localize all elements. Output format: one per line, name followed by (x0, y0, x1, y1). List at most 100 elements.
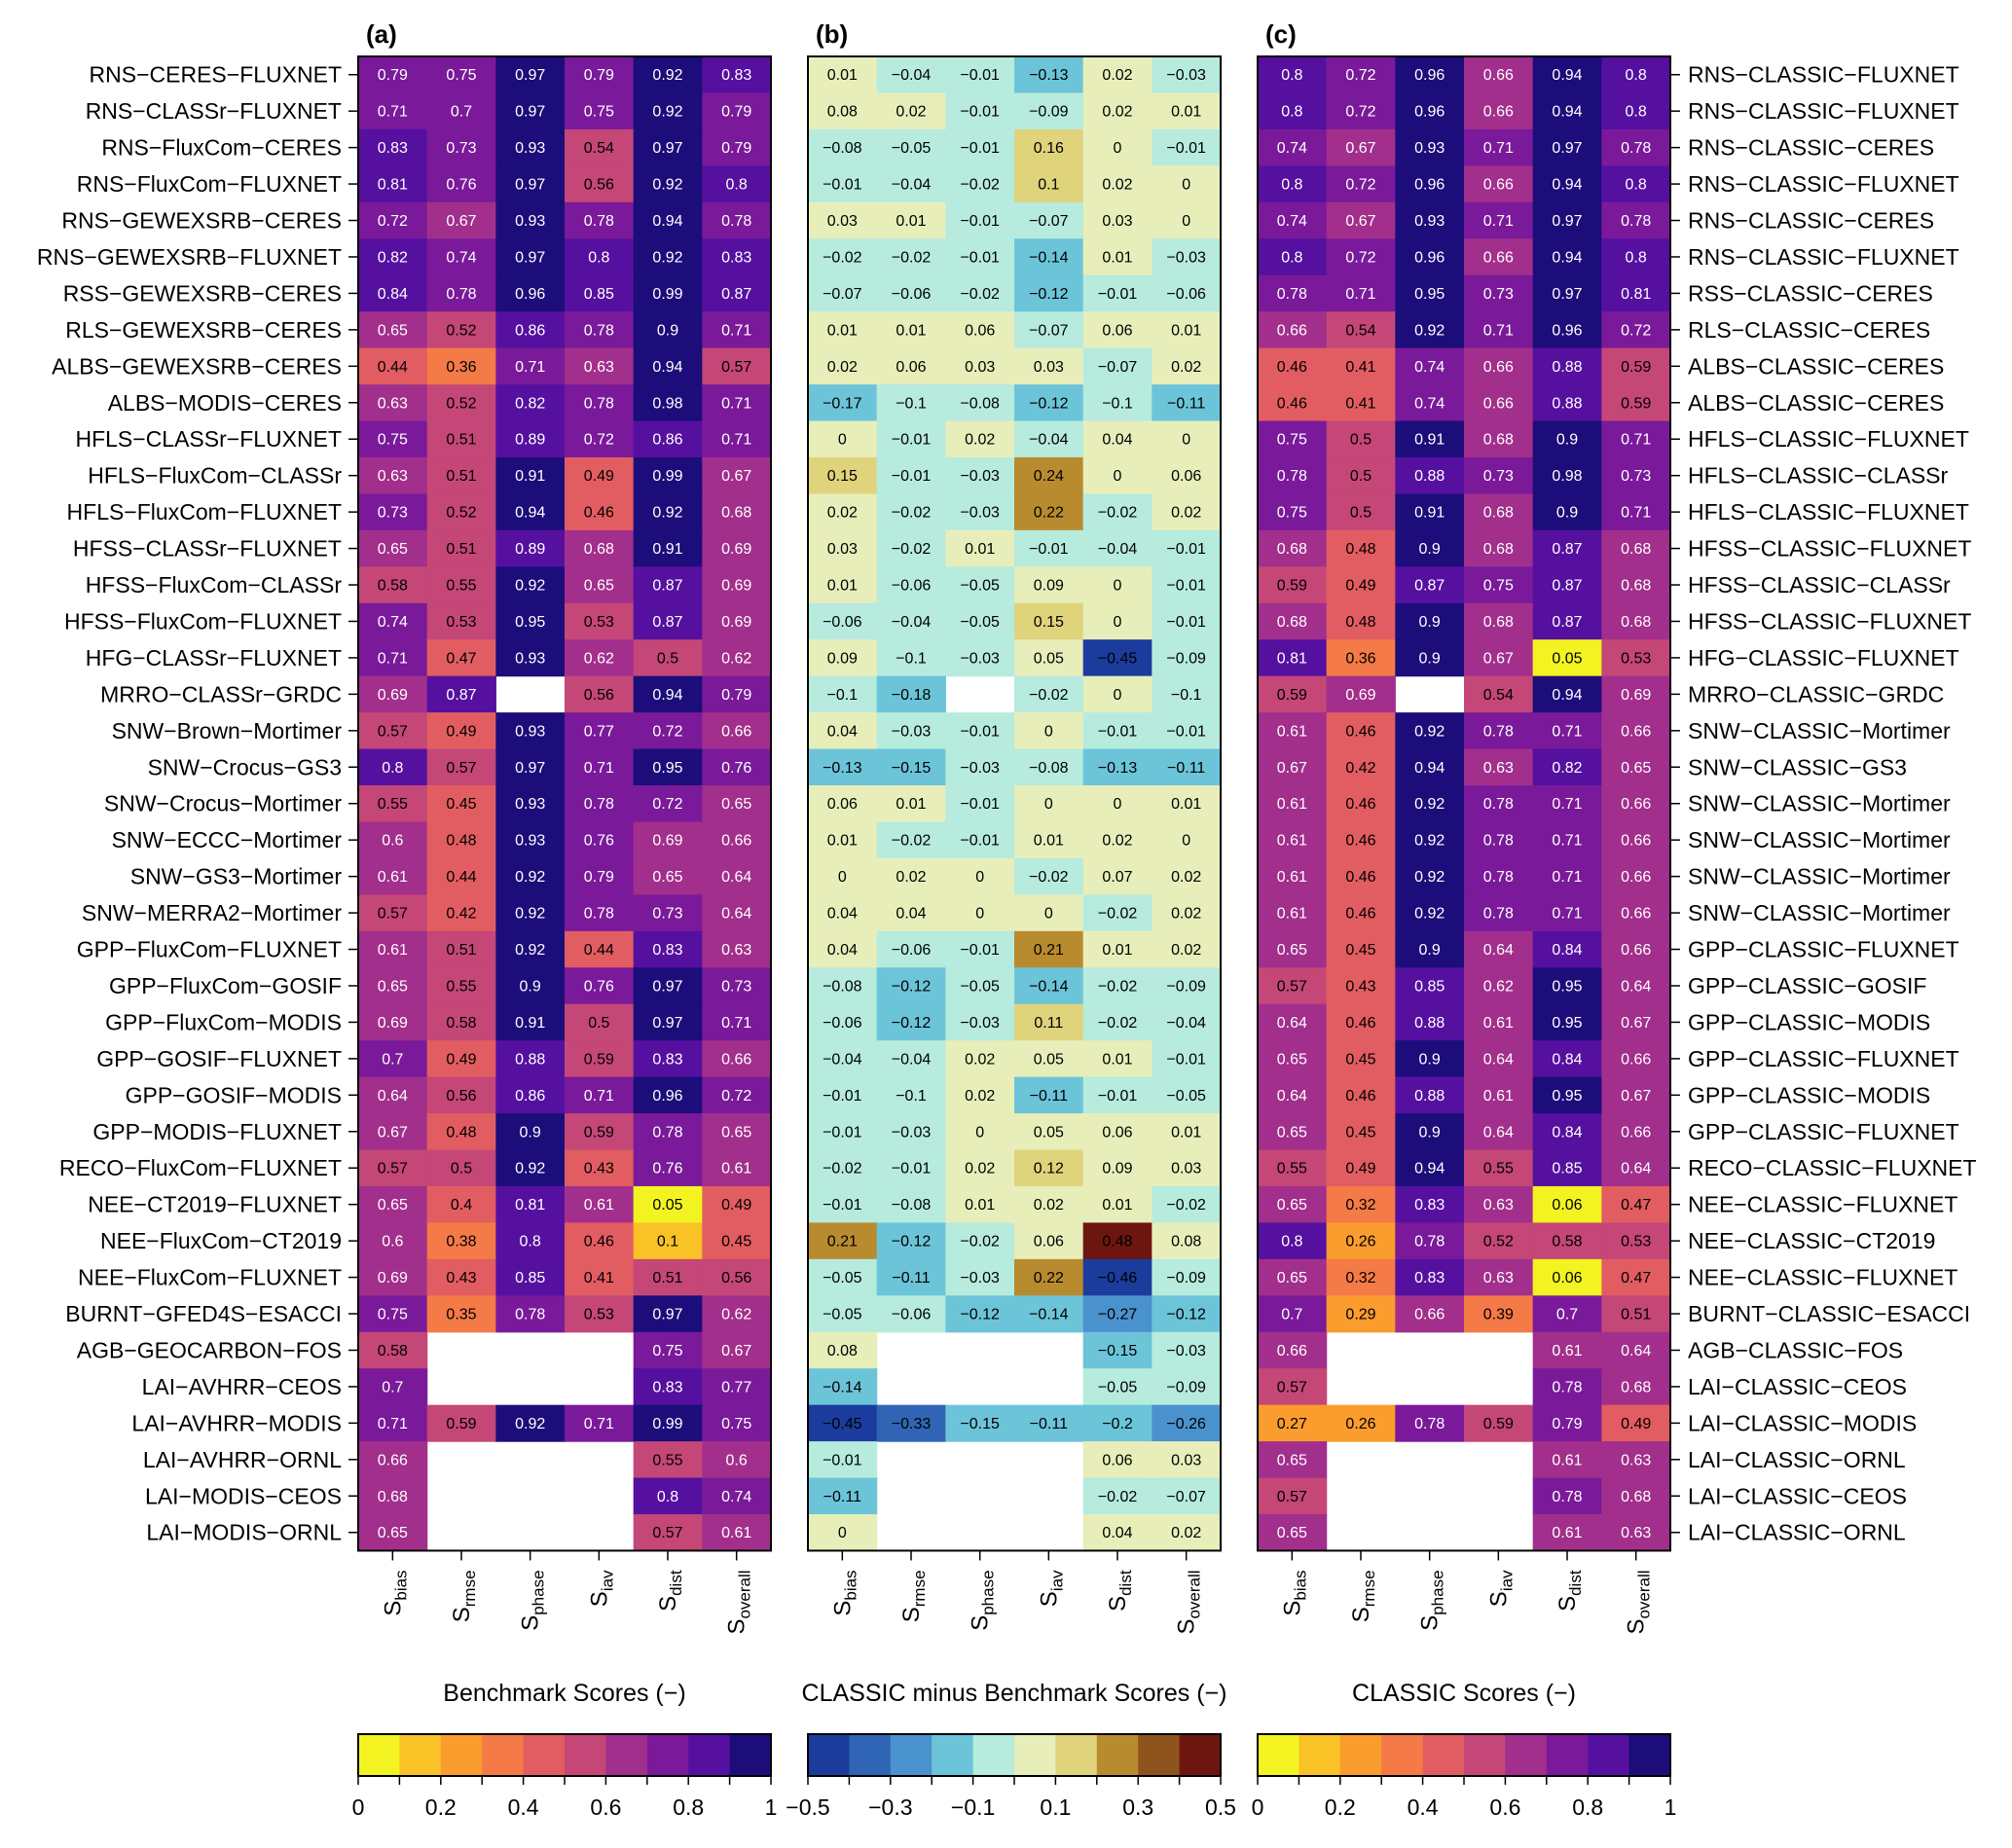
cell-value-label: 0.9 (1419, 942, 1441, 959)
colorbar-swatch (565, 1734, 606, 1776)
cell-value-label: 0.92 (652, 104, 682, 121)
cell-value-label: 0.79 (721, 687, 751, 704)
cell-value-label: −0.01 (892, 432, 932, 449)
cell-value-label: 0.11 (1034, 1015, 1063, 1032)
heatmap-cell (495, 1185, 566, 1223)
cell-value-label: −0.12 (1029, 395, 1069, 412)
cell-value-label: −0.01 (1166, 578, 1206, 595)
cell-value-label: −0.01 (1098, 723, 1138, 740)
heatmap-cell (1082, 1185, 1152, 1223)
cell-value-label: 0.06 (1102, 1452, 1132, 1468)
row-label: HFLS−FluxCom−FLUXNET (67, 499, 342, 525)
cell-value-label: 0.01 (827, 578, 858, 595)
heatmap-cell (565, 930, 635, 968)
heatmap-cell (495, 857, 566, 895)
heatmap-cell (808, 1295, 878, 1333)
column-label: Sdist (655, 1570, 685, 1612)
heatmap-cell (702, 201, 772, 239)
heatmap-cell (1326, 1404, 1396, 1442)
cell-value-label: 0.64 (1621, 978, 1651, 995)
cell-value-label: 0.9 (1556, 505, 1578, 522)
heatmap-cell (1532, 493, 1602, 531)
column-label: Sbias (829, 1570, 860, 1615)
heatmap-cell (702, 92, 772, 130)
heatmap-cell (1464, 857, 1534, 895)
cell-value-label: 0.16 (1034, 140, 1064, 157)
cell-value-label: 0.66 (1277, 1343, 1307, 1359)
colorbar-swatch (729, 1734, 772, 1776)
heatmap-cell (1258, 1113, 1328, 1151)
cell-value-label: 0.63 (1483, 1197, 1514, 1214)
heatmap-cell (702, 602, 772, 640)
cell-value-label: 0.45 (1345, 1124, 1375, 1141)
cell-value-label: −0.05 (892, 140, 932, 157)
row-label: RNS−CLASSIC−CERES (1688, 135, 1934, 161)
cell-value-label: 0 (1114, 687, 1122, 704)
column-label: Srmse (898, 1570, 929, 1622)
cell-value-label: 0.79 (721, 140, 751, 157)
cell-value-label: 0.65 (1621, 760, 1651, 777)
heatmap-cell (808, 56, 878, 94)
cell-value-label: 0.72 (1345, 67, 1375, 84)
heatmap-cell (1326, 967, 1396, 1005)
row-label: SNW−CLASSIC−GS3 (1688, 754, 1907, 779)
cell-value-label: 0.57 (446, 760, 476, 777)
colorbar-title: CLASSIC minus Benchmark Scores (−) (802, 1680, 1227, 1707)
heatmap-cell (565, 712, 635, 750)
cell-value-label: 0.9 (1419, 1124, 1441, 1141)
colorbar-tick-label: 0.6 (590, 1794, 621, 1820)
cell-value-label: 0.78 (1414, 1234, 1445, 1250)
cell-value-label: 0.08 (827, 1343, 858, 1359)
cell-value-label: −0.06 (823, 614, 862, 631)
heatmap-cell (495, 1076, 566, 1114)
cell-value-label: −0.06 (892, 286, 932, 303)
heatmap-cell (1258, 238, 1328, 276)
heatmap-cell (702, 1258, 772, 1296)
heatmap-cell (1464, 456, 1534, 494)
cell-value-label: 0.59 (1277, 687, 1307, 704)
colorbar-tick-label: 1 (1664, 1794, 1677, 1820)
cell-value-label: 0.02 (1102, 67, 1132, 84)
cell-value-label: 0.84 (1552, 942, 1582, 959)
cell-value-label: −0.46 (1098, 1270, 1138, 1286)
cell-value-label: 0.71 (378, 104, 408, 121)
cell-value-label: 0.02 (1171, 1525, 1201, 1541)
heatmap-cell (1326, 930, 1396, 968)
heatmap-cell (495, 639, 566, 677)
heatmap-cell (1258, 493, 1328, 531)
heatmap-cell (358, 347, 428, 385)
cell-value-label: 0.71 (515, 359, 545, 376)
cell-value-label: 0.66 (1621, 1051, 1651, 1068)
cell-value-label: 0.55 (446, 978, 476, 995)
heatmap-cell (633, 1040, 703, 1078)
heatmap-cell (1395, 384, 1465, 422)
cell-value-label: 0.53 (1621, 650, 1651, 667)
cell-value-label: 0.71 (1345, 286, 1375, 303)
heatmap-cell (1152, 1040, 1222, 1078)
cell-value-label: 0.68 (1483, 614, 1514, 631)
heatmap-cell (1601, 930, 1671, 968)
heatmap-cell (702, 821, 772, 859)
cell-value-label: 0.96 (1552, 322, 1582, 339)
cell-value-label: 0.66 (1483, 395, 1514, 412)
cell-value-label: 0.59 (1277, 578, 1307, 595)
heatmap-cell (1326, 1258, 1396, 1296)
heatmap-cell (1395, 274, 1465, 312)
cell-value-label: 0.96 (1414, 249, 1445, 266)
cell-value-label: 0.92 (515, 578, 545, 595)
heatmap-cell (1464, 639, 1534, 677)
cell-value-label: 0.84 (378, 286, 408, 303)
heatmap-cell (633, 1331, 703, 1369)
heatmap-cell (1014, 1404, 1084, 1442)
heatmap-cell (1326, 311, 1396, 349)
heatmap-cell (1532, 92, 1602, 130)
heatmap-cell (1258, 1331, 1328, 1369)
heatmap-cell (1326, 748, 1396, 786)
colorbar-swatch (1299, 1734, 1341, 1776)
cell-value-label: 0.32 (1345, 1270, 1375, 1286)
heatmap-cell (426, 420, 496, 458)
cell-value-label: 0.02 (827, 359, 858, 376)
heatmap-cell (1395, 1149, 1465, 1187)
cell-value-label: 0.83 (652, 1379, 682, 1395)
heatmap-cell (1014, 201, 1084, 239)
